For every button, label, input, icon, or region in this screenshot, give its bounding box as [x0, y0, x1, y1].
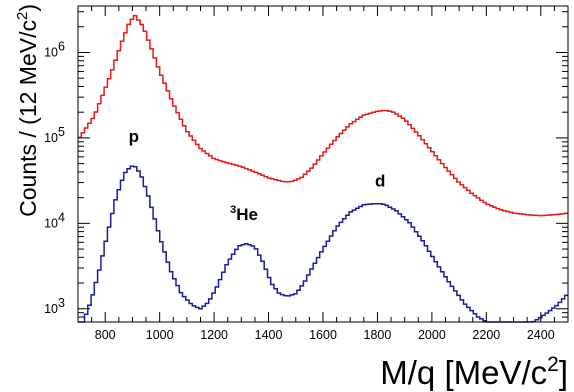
x-tick-label: 800	[95, 328, 116, 342]
peak-label-2: 3He	[230, 204, 258, 224]
x-tick-label: 1800	[364, 328, 392, 342]
y-tick-label: 10	[44, 45, 58, 59]
y-tick-label: 10	[44, 131, 58, 145]
y-tick-exponent: 5	[58, 125, 65, 139]
peak-label-1: p	[129, 127, 139, 146]
x-tick-label: 2200	[472, 328, 500, 342]
peak-label-3: d	[375, 171, 385, 190]
y-tick-exponent: 3	[58, 296, 65, 310]
y-tick-exponent: 6	[58, 39, 65, 53]
y-tick-exponent: 4	[58, 210, 65, 224]
y-tick-label: 10	[44, 302, 58, 316]
x-tick-label: 2000	[418, 328, 446, 342]
x-axis-title: M/q [MeV/c2]	[380, 353, 568, 391]
x-tick-label: 1200	[200, 328, 228, 342]
x-tick-label: 2400	[527, 328, 555, 342]
x-tick-label: 1600	[309, 328, 337, 342]
histogram-series-2	[78, 165, 568, 323]
plot-frame	[77, 5, 569, 323]
y-axis-title: Counts / (12 MeV/c2)	[14, 4, 41, 217]
histogram-series-1	[78, 14, 568, 217]
x-tick-label: 1000	[146, 328, 174, 342]
x-tick-label: 1400	[255, 328, 283, 342]
y-tick-label: 10	[44, 216, 58, 230]
